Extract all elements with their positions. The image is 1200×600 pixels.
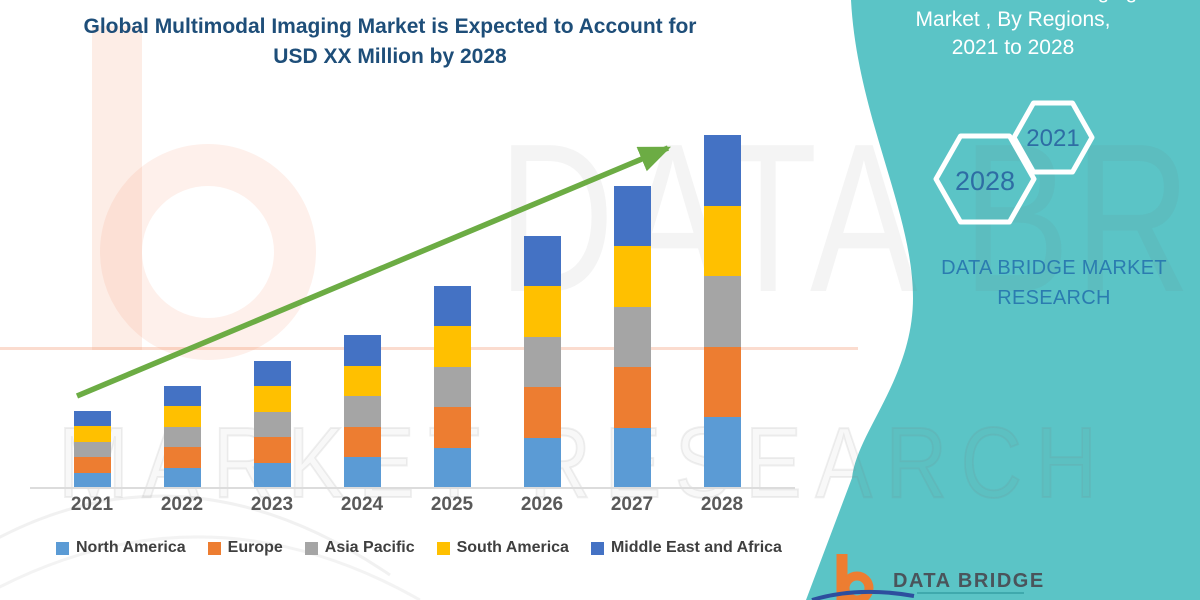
x-label-2021: 2021 (70, 494, 114, 515)
segment-asia-pacific (613, 306, 651, 368)
segment-asia-pacific (523, 336, 561, 388)
segment-middle-east-and-africa (703, 135, 741, 206)
bar-2027 (613, 186, 651, 488)
segment-south-america (73, 426, 111, 442)
segment-europe (343, 426, 381, 458)
segment-asia-pacific (343, 396, 381, 427)
segment-north-america (703, 417, 741, 488)
footer-brand-underline (917, 592, 1024, 594)
bar-2028 (703, 135, 741, 488)
segment-south-america (253, 386, 291, 412)
segment-asia-pacific (73, 441, 111, 458)
segment-north-america (613, 427, 651, 488)
segment-middle-east-and-africa (73, 411, 111, 427)
segment-north-america (523, 437, 561, 488)
x-label-2023: 2023 (250, 494, 294, 515)
hexagon-label-2021: 2021 (1026, 125, 1080, 152)
segment-north-america (163, 467, 201, 488)
segment-europe (253, 437, 291, 463)
legend-swatch (207, 541, 221, 555)
segment-asia-pacific (433, 366, 471, 408)
segment-europe (613, 367, 651, 428)
segment-asia-pacific (253, 411, 291, 438)
sidebar-heading-line2: 2021 to 2028 (951, 36, 1075, 59)
segment-middle-east-and-africa (163, 386, 201, 407)
segment-middle-east-and-africa (613, 186, 651, 247)
bar-2025 (433, 286, 471, 488)
legend-swatch (590, 541, 604, 555)
segment-asia-pacific (163, 426, 201, 448)
bar-2023 (253, 361, 291, 488)
segment-north-america (343, 457, 381, 488)
segment-south-america (523, 286, 561, 337)
legend-item-middle-east-and-africa: Middle East and Africa (590, 539, 782, 557)
segment-north-america (433, 447, 471, 488)
chart-title-line1: Global Multimodal Imaging Market is Expe… (83, 15, 697, 38)
sidebar-brand-line1: DATA BRIDGE MARKET (941, 257, 1167, 279)
segment-south-america (343, 365, 381, 397)
legend-label: Middle East and Africa (610, 539, 782, 556)
x-label-2026: 2026 (520, 494, 564, 515)
legend-swatch (56, 541, 69, 555)
legend-label: South America (456, 539, 569, 556)
segment-south-america (703, 205, 741, 277)
segment-europe (433, 407, 471, 448)
sidebar-heading-clipped-line: Global Multimodal Imaging (858, 0, 1168, 6)
segment-south-america (433, 326, 471, 367)
legend-item-europe: Europe (207, 539, 283, 557)
legend-label: North America (76, 539, 186, 556)
segment-south-america (163, 406, 201, 427)
segment-europe (523, 387, 561, 438)
legend-label: Asia Pacific (324, 539, 415, 556)
bar-2022 (163, 386, 201, 488)
segment-asia-pacific (703, 276, 741, 347)
legend: North America Europe Asia Pacific South Ame… (56, 539, 786, 557)
segment-middle-east-and-africa (253, 361, 291, 387)
segment-europe (703, 346, 741, 418)
legend-item-south-america: South America (436, 539, 569, 557)
watermark-text-row2: MARKET RESEARCH (57, 407, 1111, 519)
segment-north-america (73, 472, 111, 488)
segment-middle-east-and-africa (343, 335, 381, 366)
legend-item-north-america: North America (56, 539, 186, 557)
x-label-2027: 2027 (610, 494, 654, 515)
footer-brand-text: DATA BRIDGE (893, 570, 1045, 592)
legend-swatch (436, 541, 450, 555)
segment-europe (73, 457, 111, 473)
segment-europe (163, 447, 201, 468)
x-label-2028: 2028 (700, 494, 744, 515)
watermark-b-ring (100, 144, 316, 360)
x-axis-line (30, 487, 795, 489)
sidebar-brand-line2: RESEARCH (997, 287, 1111, 309)
segment-middle-east-and-africa (433, 286, 471, 327)
bar-2024 (343, 335, 381, 488)
hexagon-label-2028: 2028 (954, 166, 1016, 196)
x-label-2024: 2024 (340, 494, 384, 515)
sidebar-heading-line1: Market , By Regions, (915, 8, 1111, 31)
footer-sub-text: MARKET RESEARCH (893, 597, 1064, 600)
chart-title-line2: USD XX Million by 2028 (273, 45, 507, 68)
legend-item-asia-pacific: Asia Pacific (304, 539, 415, 557)
x-label-2022: 2022 (160, 494, 204, 515)
bar-2021 (73, 411, 111, 488)
chart-title: Global Multimodal Imaging Market is Expe… (0, 12, 780, 72)
segment-middle-east-and-africa (523, 236, 561, 287)
legend-swatch (304, 541, 318, 555)
bar-2026 (523, 236, 561, 488)
segment-south-america (613, 246, 651, 307)
legend-label: Europe (227, 539, 283, 556)
x-label-2025: 2025 (430, 494, 474, 515)
sidebar-brand: DATA BRIDGE MARKET RESEARCH (884, 253, 1200, 313)
sidebar-heading: Global Multimodal Imaging Market , By Re… (858, 0, 1168, 62)
segment-north-america (253, 462, 291, 488)
